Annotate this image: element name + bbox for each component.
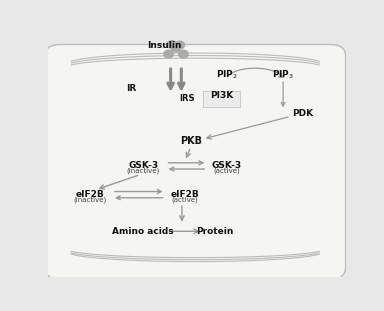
FancyBboxPatch shape — [203, 91, 240, 107]
Text: IRS: IRS — [179, 94, 194, 103]
Text: (inactive): (inactive) — [127, 167, 160, 174]
Text: PIP$_3$: PIP$_3$ — [272, 68, 294, 81]
Circle shape — [164, 50, 173, 58]
Text: (inactive): (inactive) — [73, 196, 106, 203]
Circle shape — [167, 41, 177, 48]
Text: eIF2B: eIF2B — [170, 190, 199, 199]
FancyBboxPatch shape — [45, 44, 346, 279]
Text: Protein: Protein — [196, 227, 233, 236]
Text: (active): (active) — [213, 167, 240, 174]
Text: PIP$_2$: PIP$_2$ — [215, 68, 238, 81]
Text: PKB: PKB — [180, 137, 202, 146]
Text: (active): (active) — [172, 196, 198, 203]
Text: GSK-3: GSK-3 — [212, 161, 242, 170]
Circle shape — [171, 44, 181, 52]
Text: IR: IR — [126, 84, 136, 93]
Text: eIF2B: eIF2B — [75, 190, 104, 199]
Text: Insulin: Insulin — [147, 41, 181, 50]
Circle shape — [175, 41, 185, 49]
Text: GSK-3: GSK-3 — [128, 161, 158, 170]
Text: PI3K: PI3K — [210, 91, 234, 100]
Circle shape — [179, 50, 188, 58]
Text: Amino acids: Amino acids — [113, 227, 174, 236]
Text: PDK: PDK — [292, 109, 313, 118]
